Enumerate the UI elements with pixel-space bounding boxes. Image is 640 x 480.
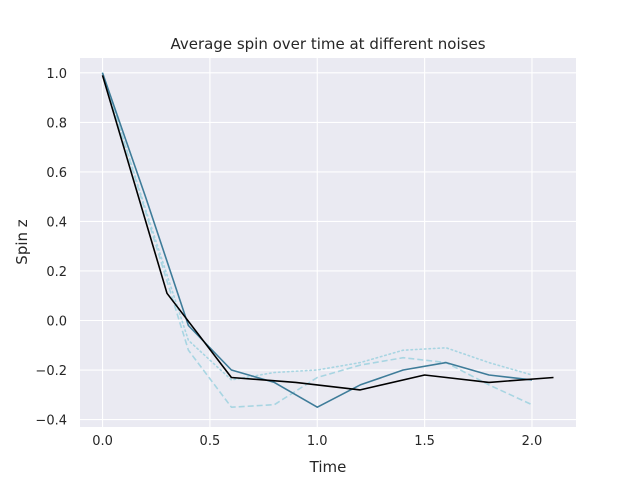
grid-lines bbox=[80, 58, 576, 427]
x-tick-label: 0.0 bbox=[92, 434, 113, 449]
x-tick-label: 0.5 bbox=[200, 434, 221, 449]
series-line-3 bbox=[101, 72, 533, 409]
series-lines bbox=[101, 72, 554, 409]
y-tick-labels: 1.0 0.8 0.6 0.4 0.2 0.0 −0.2 −0.4 bbox=[35, 67, 67, 429]
plot-background bbox=[80, 58, 576, 427]
chart-title: Average spin over time at different nois… bbox=[170, 35, 485, 53]
series-line-4 bbox=[101, 75, 554, 391]
y-tick-label: 1.0 bbox=[46, 67, 67, 82]
x-tick-label: 2.0 bbox=[522, 434, 543, 449]
y-tick-label: 0.8 bbox=[46, 116, 67, 131]
x-axis-label: Time bbox=[309, 458, 347, 476]
y-axis-label: Spin z bbox=[13, 219, 31, 264]
y-tick-label: −0.4 bbox=[35, 414, 67, 429]
x-tick-label: 1.5 bbox=[414, 434, 435, 449]
series-line-1 bbox=[101, 72, 533, 381]
y-tick-label: 0.0 bbox=[46, 315, 67, 330]
series-line-2 bbox=[101, 72, 533, 409]
y-tick-label: 0.2 bbox=[46, 265, 67, 280]
y-tick-label: 0.6 bbox=[46, 166, 67, 181]
x-tick-label: 1.0 bbox=[307, 434, 328, 449]
x-tick-labels: 0.0 0.5 1.0 1.5 2.0 bbox=[92, 434, 542, 449]
y-tick-label: 0.4 bbox=[46, 215, 67, 230]
y-tick-label: −0.2 bbox=[35, 364, 67, 379]
